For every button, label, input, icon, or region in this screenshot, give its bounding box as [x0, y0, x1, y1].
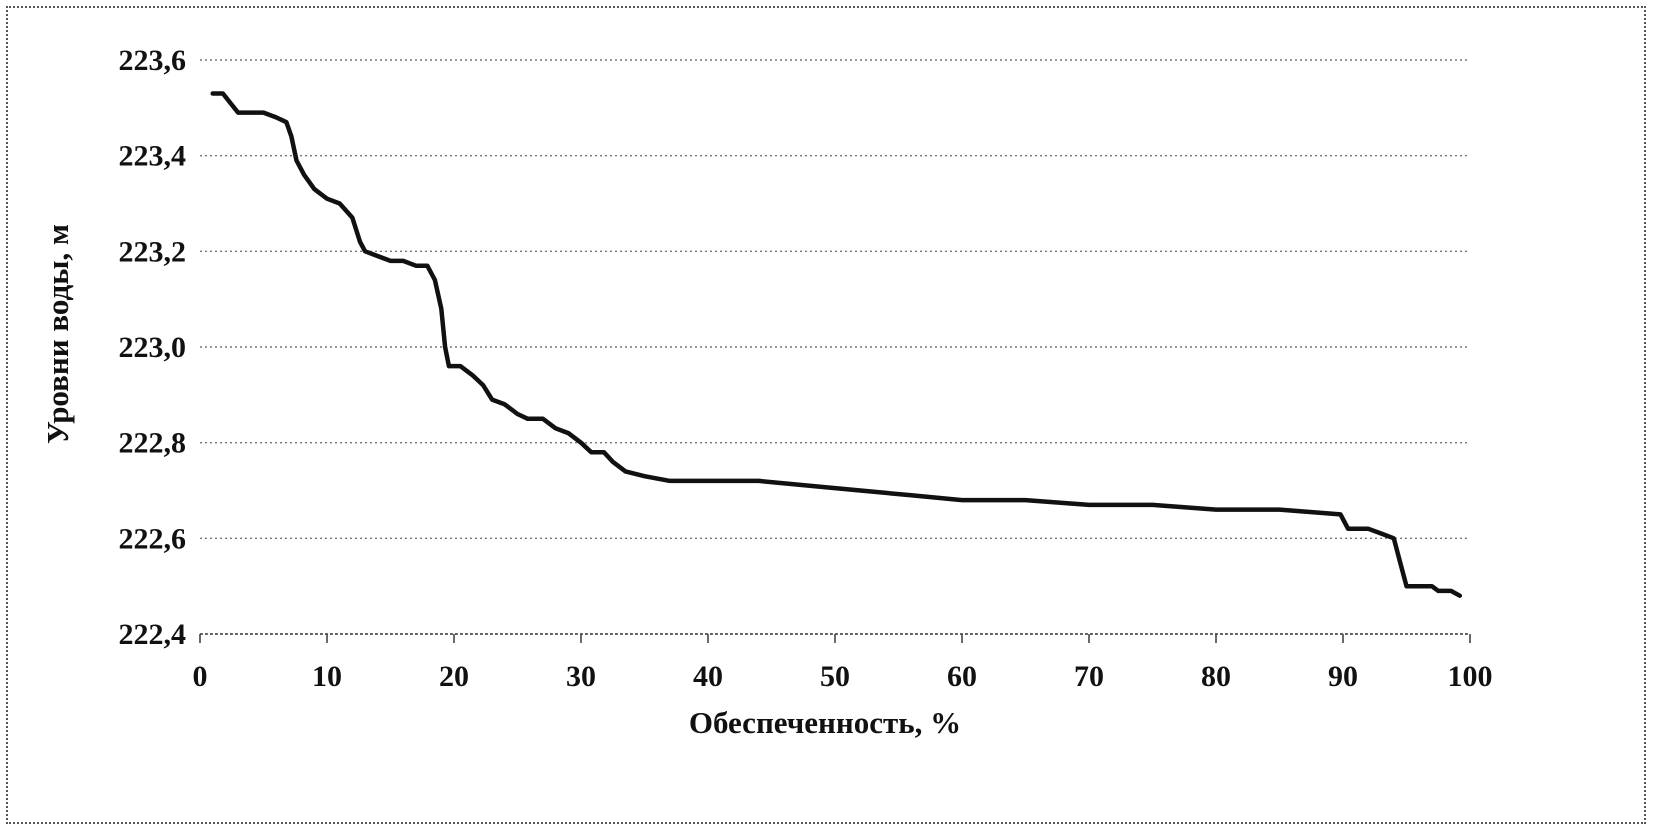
- x-tick-label: 100: [1448, 660, 1493, 693]
- x-tick-label: 80: [1201, 660, 1231, 693]
- y-tick-label: 223,6: [119, 44, 187, 77]
- x-axis-title: Обеспеченность, %: [689, 705, 961, 740]
- chart-frame: [6, 6, 1646, 824]
- y-tick-label: 222,8: [119, 427, 187, 460]
- y-axis-title: Уровни воды, м: [40, 224, 75, 444]
- series-line-0: [210, 91, 1463, 598]
- y-axis: 222,4 222,6 222,8 223,0 223,2 223,4 223,6: [119, 44, 187, 651]
- y-tick-label: 223,0: [119, 331, 187, 364]
- x-tick-label: 40: [693, 660, 723, 693]
- y-tick-label: 222,4: [119, 618, 187, 651]
- x-tick-label: 10: [312, 660, 342, 693]
- x-tick-label: 50: [820, 660, 850, 693]
- x-axis: 0 10 20 30 40 50 60 70 80 90 100: [193, 633, 1493, 693]
- y-tick-label: 222,6: [119, 522, 187, 555]
- x-tick-label: 60: [947, 660, 977, 693]
- gridlines: [200, 59, 1470, 635]
- x-tick-label: 90: [1328, 660, 1358, 693]
- x-tick-label: 20: [439, 660, 469, 693]
- y-tick-label: 223,2: [119, 235, 187, 268]
- series-group: [210, 91, 1463, 598]
- x-tick-label: 30: [566, 660, 596, 693]
- x-tick-label: 0: [193, 660, 208, 693]
- x-tick-label: 70: [1074, 660, 1104, 693]
- y-tick-label: 223,4: [119, 140, 187, 173]
